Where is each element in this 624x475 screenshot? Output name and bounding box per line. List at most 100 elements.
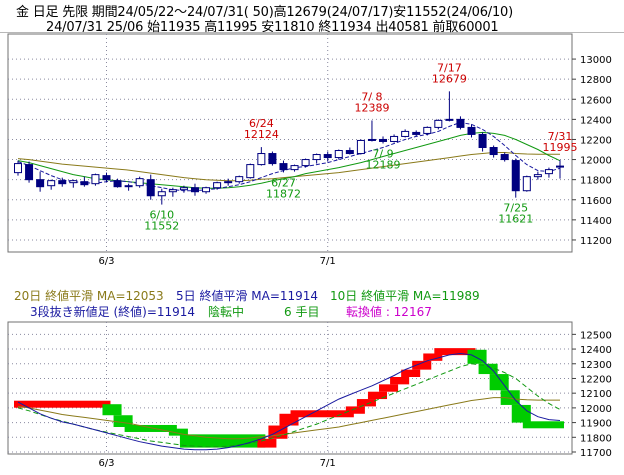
annotation-date: 6/24 (249, 117, 274, 130)
top-ma20-line (17, 152, 560, 182)
bottom-legend-ma20: 20日 終値平滑 MA=12053 (14, 288, 164, 303)
brick-down (113, 415, 133, 427)
bottom-y-tick-label: 11800 (580, 433, 612, 444)
candle-up (312, 154, 321, 161)
candle-up (334, 150, 343, 159)
annotation-price: 12189 (366, 158, 401, 171)
candle-up (257, 153, 266, 166)
bottom-y-tick-label: 12000 (580, 404, 612, 415)
top-y-tick-label: 11200 (580, 236, 612, 247)
top-x-tick-label: 7/1 (320, 256, 336, 267)
bottom-y-tick-label: 12100 (580, 389, 612, 400)
candle-down (379, 138, 388, 142)
candle-down (556, 165, 564, 168)
top-y-tick-label: 11400 (580, 216, 612, 227)
candle-down (323, 154, 332, 159)
annotation-date: 7/ 8 (361, 90, 382, 103)
top-y-tick-label: 12600 (580, 95, 612, 106)
candle-down (58, 180, 67, 185)
candle-up (179, 187, 188, 191)
header-period-line: 金 日足 先限 期間24/05/22～24/07/31( 50)高12679(2… (16, 5, 513, 20)
bottom-y-tick-label: 12400 (580, 345, 612, 356)
tlb-status-trend: 陰転中 (208, 304, 244, 319)
annotation-price: 11995 (543, 141, 578, 154)
bottom-y-tick-label: 11700 (580, 448, 612, 459)
bottom-y-tick-label: 11900 (580, 419, 612, 430)
annotation-date: 7/31 (548, 130, 573, 143)
brick-down (102, 404, 122, 416)
annotation-date: 7/25 (503, 202, 528, 215)
candle-up (401, 130, 410, 137)
brick-up (434, 348, 476, 356)
brick-down (489, 374, 509, 391)
annotation-date: 7/17 (437, 61, 462, 74)
candle-up (91, 174, 100, 185)
brick-up (379, 384, 399, 392)
candle-up (301, 159, 310, 167)
brick-up (257, 438, 277, 448)
candle-down (268, 153, 277, 165)
candle-up (533, 174, 542, 178)
annotation-price: 11872 (266, 187, 301, 200)
top-x-tick-label: 6/3 (98, 256, 114, 267)
top-y-tick-label: 13000 (580, 55, 612, 66)
annotation-price: 12389 (354, 101, 389, 114)
brick-up (290, 410, 354, 418)
candle-up (168, 189, 177, 193)
bottom-x-tick-label: 6/3 (98, 458, 114, 469)
brick-up (345, 406, 365, 414)
candle-up (246, 164, 255, 179)
brick-down (168, 428, 188, 436)
candle-up (213, 182, 222, 189)
candle-down (467, 126, 476, 135)
candle-up (14, 163, 22, 174)
candle-up (124, 185, 133, 188)
candle-down (456, 118, 465, 128)
bottom-y-tick-label: 12200 (580, 374, 612, 385)
brick-up (14, 400, 111, 408)
annotation-price: 11621 (498, 213, 533, 226)
bottom-plot-frame (7, 321, 573, 455)
tlb-status-prefix: 3段抜き新値足 (終値)=11914 (30, 304, 195, 319)
candle-down (102, 175, 111, 181)
candle-up (235, 176, 244, 183)
brick-up (401, 369, 421, 377)
top-ma5-line (17, 121, 561, 192)
top-y-tick-label: 12400 (580, 115, 612, 126)
brick-down (500, 390, 520, 405)
candle-up (157, 191, 166, 197)
brick-down (124, 424, 177, 432)
annotation-date: 7/ 9 (372, 147, 393, 160)
candle-up (434, 119, 443, 128)
annotation-price: 11552 (144, 220, 179, 233)
annotation-price: 12124 (244, 128, 279, 141)
brick-up (279, 413, 299, 426)
brick-down (511, 404, 531, 423)
top-y-tick-label: 12200 (580, 135, 612, 146)
candle-down (489, 147, 498, 156)
bottom-ma5-line (17, 352, 561, 451)
annotation-date: 6/27 (271, 176, 296, 189)
brick-down (478, 363, 498, 375)
candle-up (390, 135, 399, 142)
brick-up (367, 391, 388, 400)
top-y-tick-label: 11600 (580, 196, 612, 207)
candle-up (290, 165, 299, 171)
brick-up (356, 399, 376, 407)
candle-down (478, 133, 487, 149)
candle-down (190, 187, 199, 193)
bottom-legend-ma5: 5日 終値平滑 MA=11914 (176, 288, 318, 303)
candle-down (345, 150, 354, 155)
top-y-tick-label: 11800 (580, 176, 612, 187)
candle-down (25, 164, 34, 181)
brick-down (522, 421, 564, 429)
annotation-date: 6/10 (149, 209, 174, 222)
candle-down (36, 179, 45, 188)
candle-up (202, 187, 211, 193)
brick-up (390, 377, 410, 385)
candle-up (522, 176, 531, 192)
bottom-y-tick-label: 12500 (580, 330, 612, 341)
candle-up (445, 118, 454, 121)
candle-up (47, 180, 56, 187)
